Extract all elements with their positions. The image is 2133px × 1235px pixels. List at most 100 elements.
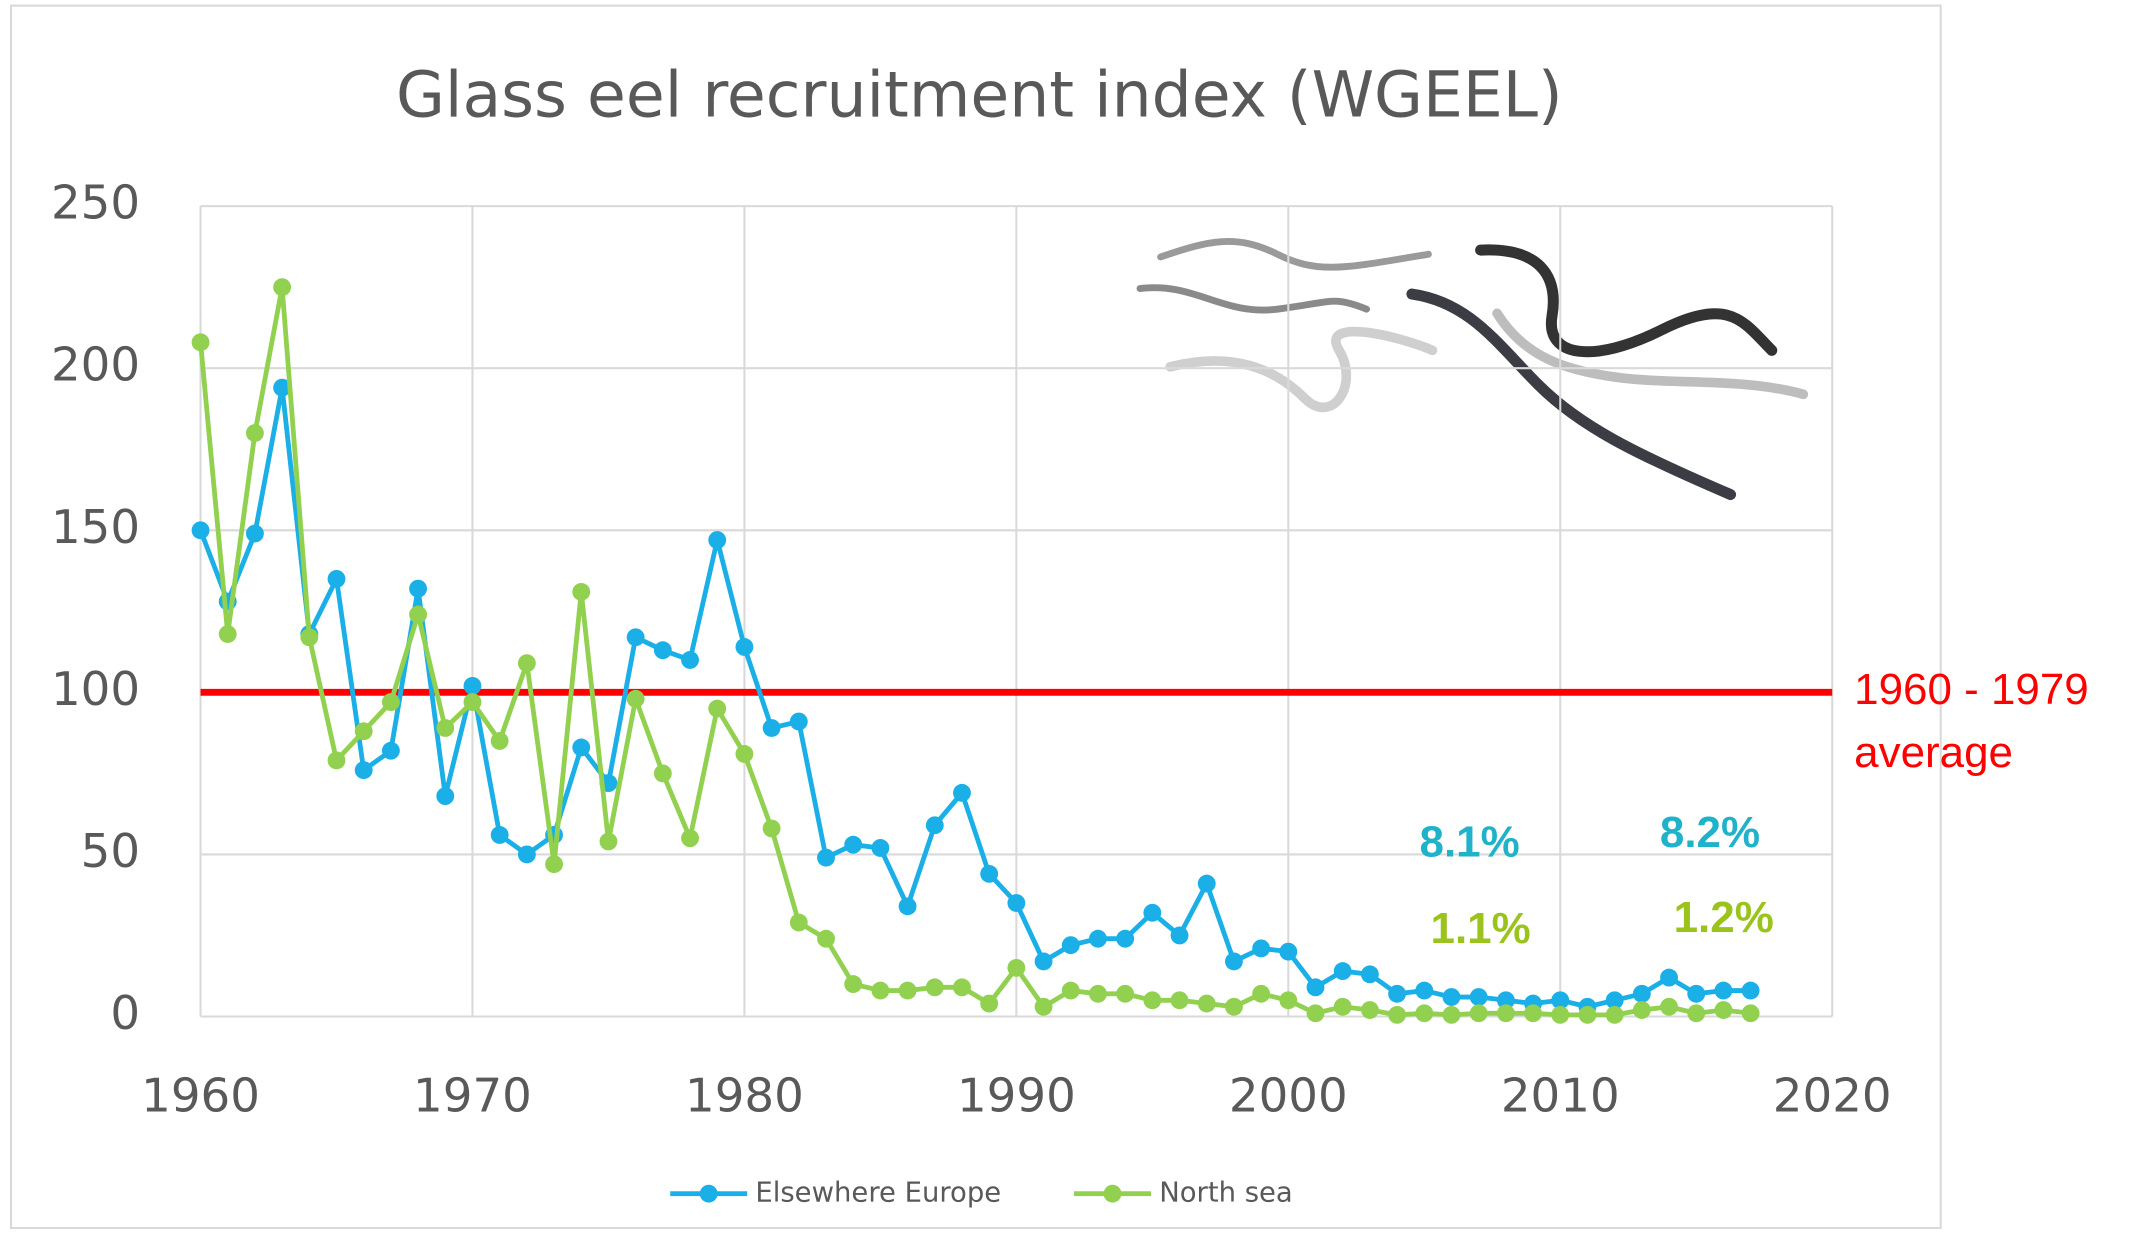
data-point [1034,997,1053,1016]
data-point [1551,991,1570,1010]
data-point [273,378,292,397]
annotation: 8.2% [1660,808,1760,857]
data-point [1741,981,1760,1000]
y-tick-label: 200 [51,339,140,393]
data-point [1252,984,1271,1003]
data-point [490,732,509,750]
data-point [354,761,373,780]
series-line [198,286,1751,1018]
data-point [1034,952,1053,971]
data-point [1089,929,1107,948]
data-point [653,641,672,660]
data-point [817,848,835,867]
data-point [1007,894,1026,912]
data-point [980,994,999,1013]
y-tick-label: 50 [81,825,140,879]
data-point [572,738,591,757]
data-point [572,582,591,601]
data-point [1061,981,1080,1000]
data-point [1687,984,1706,1003]
data-point [1388,1005,1407,1024]
data-point [463,676,482,695]
data-point [1143,903,1162,922]
data-point [381,693,400,712]
data-point [1605,991,1624,1010]
data-point [490,826,509,844]
data-point [1170,991,1189,1010]
data-point [327,569,346,588]
data-point [245,424,264,442]
data-point [218,625,237,643]
data-point [191,333,210,352]
data-point [1469,988,1488,1006]
data-point [1551,1005,1570,1024]
data-point [1741,1004,1760,1023]
data-point [789,913,808,932]
data-point [681,829,699,848]
data-point [708,699,727,718]
legend-label: North sea [1159,1178,1293,1209]
data-point [1632,1001,1651,1019]
data-point [1007,958,1026,977]
data-point [1415,1004,1434,1023]
data-point [1306,978,1325,997]
data-point [871,839,890,857]
data-point [1442,1005,1461,1024]
y-tick-label: 250 [51,177,140,231]
data-point [300,628,319,647]
data-point [735,745,754,763]
data-point [681,651,699,669]
data-point [1224,997,1243,1016]
x-tick-label: 1980 [685,1069,804,1123]
eel-illustration [1136,238,1809,501]
data-point [1224,952,1243,971]
data-point [1714,1001,1733,1019]
data-point [871,981,890,1000]
data-point [1279,991,1298,1010]
data-point [735,638,754,656]
data-point [245,524,264,543]
legend-marker [1103,1184,1122,1203]
x-tick-label: 1960 [141,1069,260,1123]
data-point [1116,929,1135,948]
data-point [1360,965,1379,984]
reference-label: 1960 - 1979 [1854,665,2089,714]
data-point [1496,991,1515,1010]
data-point [517,654,536,673]
y-tick-label: 150 [51,501,140,555]
data-point [817,929,835,948]
data-point [953,783,971,802]
data-point [1687,1004,1706,1023]
annotation: 1.2% [1674,893,1774,942]
data-point [953,978,971,997]
data-point [273,278,292,297]
data-point [844,975,863,994]
data-point [1333,962,1352,981]
data-point [517,845,536,864]
data-point [1660,997,1678,1016]
data-point [327,751,346,770]
data-point [463,693,482,712]
data-point [1306,1004,1325,1023]
data-point [545,855,563,874]
data-point [1197,994,1216,1013]
data-point [653,764,672,783]
y-tick-label: 100 [51,663,140,717]
data-point [980,864,999,883]
data-point [1469,1004,1488,1023]
legend-marker [699,1184,718,1203]
data-point [1170,926,1189,945]
series-line [198,387,1751,1010]
data-point [1605,1005,1624,1024]
x-tick-label: 2020 [1773,1069,1892,1123]
reference-label: average [1854,728,2013,777]
data-point [409,579,428,598]
data-point [1279,942,1298,961]
data-point [1714,981,1733,1000]
data-point [925,816,944,835]
data-point [1524,1004,1542,1023]
data-point [1197,874,1216,893]
data-point [354,722,373,741]
y-tick-label: 0 [110,987,140,1041]
